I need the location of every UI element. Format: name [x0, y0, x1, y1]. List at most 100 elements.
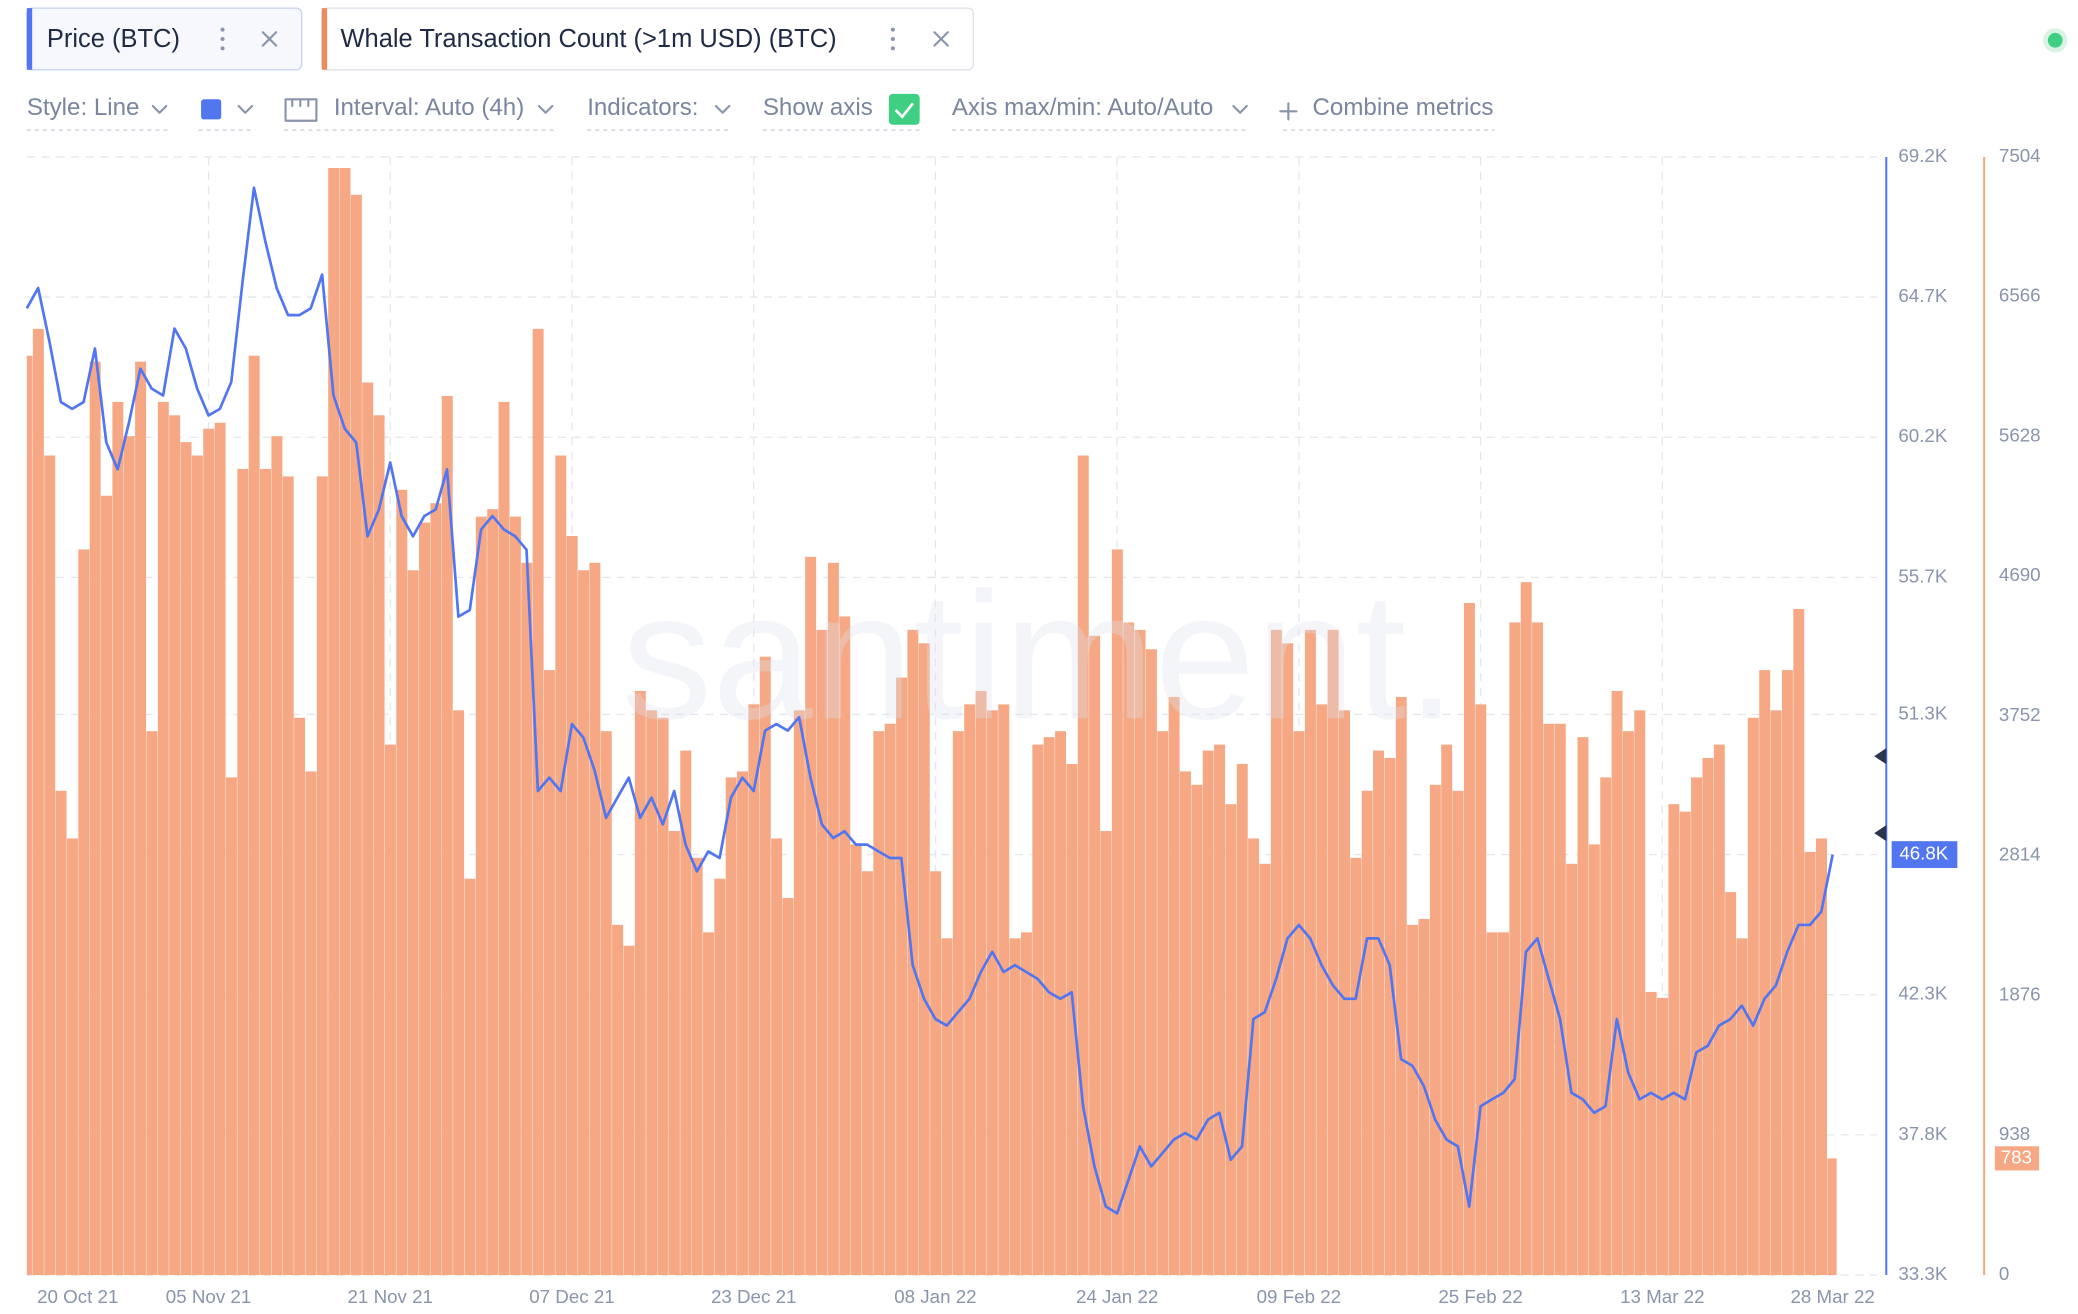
bar	[907, 629, 919, 1276]
y2-tick-label: 0	[1999, 1263, 2009, 1284]
bar	[203, 428, 215, 1276]
bar	[225, 777, 237, 1276]
bar	[623, 945, 635, 1276]
bar	[146, 731, 158, 1276]
tab-close[interactable]	[261, 31, 278, 47]
bar	[702, 932, 714, 1276]
bar	[600, 731, 612, 1276]
y-tick-label: 64.7K	[1898, 285, 1947, 306]
bar	[748, 704, 760, 1276]
bar	[1055, 731, 1067, 1276]
bar	[1100, 831, 1112, 1276]
y-tick-label: 51.3K	[1898, 702, 1947, 723]
bar	[793, 710, 805, 1276]
bar	[1543, 723, 1555, 1276]
bar	[1498, 932, 1509, 1276]
x-tick-label: 28 Mar 22	[1790, 1286, 1874, 1307]
bar	[1361, 790, 1373, 1276]
bar	[1180, 771, 1191, 1276]
bar	[782, 898, 794, 1276]
bar	[180, 442, 192, 1276]
bar	[101, 495, 112, 1276]
bar	[1111, 549, 1123, 1276]
bar	[1293, 731, 1305, 1276]
bar	[396, 489, 408, 1276]
bar	[1463, 603, 1475, 1276]
bar	[1816, 838, 1827, 1276]
x-tick-label: 13 Mar 22	[1620, 1286, 1704, 1307]
bar	[1622, 731, 1634, 1276]
bar	[464, 878, 476, 1276]
bar	[816, 629, 828, 1276]
style-setting[interactable]: Style: Line	[27, 94, 140, 121]
indicators-setting[interactable]: Indicators:	[587, 94, 698, 121]
bar	[1452, 790, 1464, 1276]
bar	[1032, 744, 1044, 1276]
marker	[1874, 825, 1887, 842]
bar	[430, 503, 442, 1276]
bar	[1781, 670, 1793, 1276]
bar	[1339, 710, 1350, 1276]
y2-tick-label: 3752	[1999, 704, 2041, 725]
bar	[32, 328, 44, 1276]
chevron	[151, 104, 168, 114]
bar	[1429, 784, 1441, 1276]
bar	[169, 415, 181, 1276]
interval-setting[interactable]: Interval: Auto (4h)	[334, 94, 524, 121]
y2-tick-label: 6566	[1999, 285, 2041, 306]
x-tick-label: 23 Dec 21	[711, 1286, 796, 1307]
bar	[1793, 609, 1805, 1276]
axis-range-setting[interactable]: Axis max/min: Auto/Auto	[952, 94, 1213, 121]
bar	[680, 750, 692, 1276]
y2-tick-label: 4690	[1999, 564, 2041, 585]
bar	[1611, 690, 1623, 1276]
bar	[1168, 696, 1180, 1276]
bar	[805, 556, 817, 1276]
bar	[771, 838, 783, 1276]
bar	[112, 401, 124, 1276]
bar	[1713, 744, 1725, 1276]
chevron	[537, 104, 554, 114]
bar	[1407, 924, 1419, 1276]
chevron	[714, 104, 731, 114]
bar	[78, 549, 90, 1276]
tab-menu[interactable]	[890, 27, 895, 51]
bar	[1395, 696, 1407, 1276]
bar	[1747, 717, 1759, 1276]
tab-close[interactable]	[933, 31, 949, 47]
bar	[1418, 918, 1430, 1276]
color-picker[interactable]	[201, 99, 222, 120]
bar	[339, 167, 351, 1276]
bar	[373, 415, 385, 1276]
bar	[589, 562, 601, 1276]
bar	[1759, 670, 1771, 1276]
bar	[214, 422, 226, 1276]
bar	[941, 938, 953, 1276]
bar	[1804, 851, 1816, 1276]
bar	[1225, 804, 1237, 1276]
bar	[1702, 758, 1714, 1276]
watermark: santiment.	[622, 555, 1457, 757]
bar	[475, 516, 487, 1276]
bar	[1021, 932, 1032, 1276]
value-badge-label: 46.8K	[1899, 843, 1948, 864]
bar	[691, 857, 703, 1276]
x-tick-label: 25 Feb 22	[1438, 1286, 1522, 1307]
show-axis-checkbox[interactable]	[888, 93, 920, 125]
bar	[44, 455, 56, 1276]
tab-accent	[321, 8, 328, 70]
bar	[896, 677, 908, 1276]
bar	[827, 562, 839, 1276]
bar	[1316, 704, 1328, 1276]
combine-metrics[interactable]: Combine metrics	[1312, 94, 1493, 121]
y-tick-label: 60.2K	[1898, 425, 1947, 446]
y2-tick-label: 7504	[1999, 145, 2041, 166]
bar	[1123, 622, 1135, 1276]
bar	[543, 670, 555, 1276]
lines	[25, 186, 1834, 1215]
bar	[509, 516, 521, 1276]
bar	[1282, 643, 1294, 1276]
bar	[1384, 758, 1396, 1276]
bar	[861, 871, 873, 1276]
tab-menu[interactable]	[220, 27, 225, 51]
